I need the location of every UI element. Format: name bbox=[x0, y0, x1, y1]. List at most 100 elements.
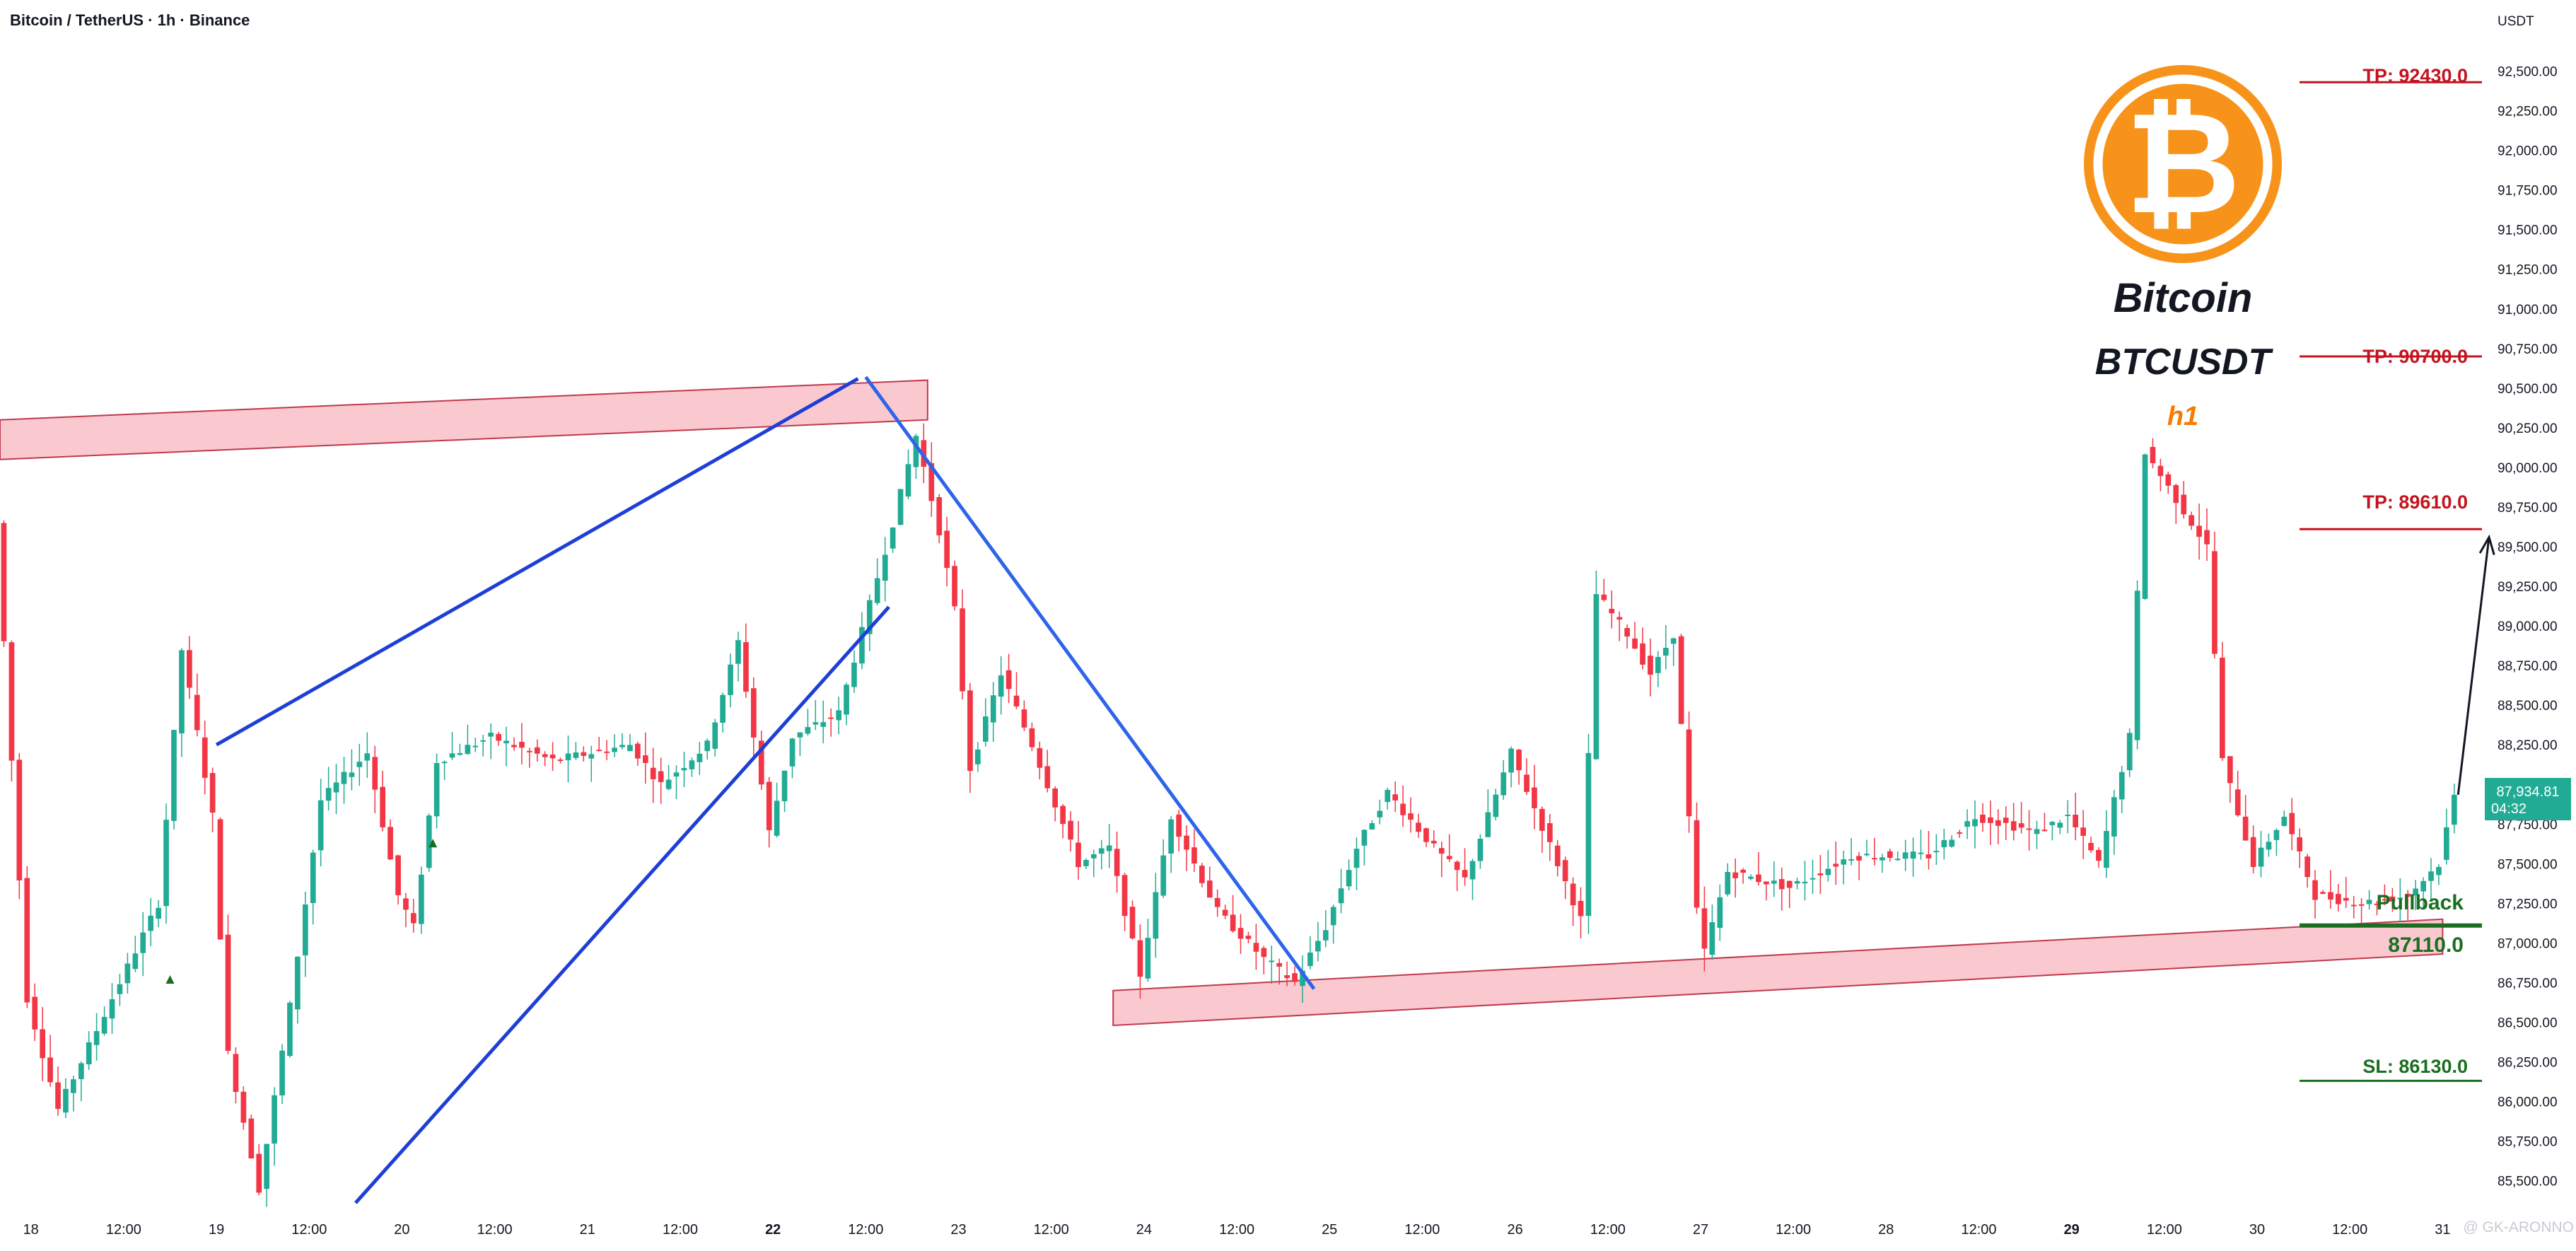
candle bbox=[1284, 961, 1290, 987]
candle-body bbox=[836, 710, 841, 721]
candle bbox=[2389, 888, 2396, 912]
candle-body bbox=[2165, 474, 2172, 486]
y-axis[interactable]: 92,500.00 92,250.00 92,000.00 91,750.00 91,5… bbox=[2498, 65, 2558, 1189]
candle-body bbox=[549, 755, 556, 759]
candle-body bbox=[1825, 868, 1831, 875]
candle-body bbox=[1446, 856, 1452, 859]
x-tick-label: 12:00 bbox=[1219, 1222, 1254, 1238]
candle-body bbox=[1694, 820, 1700, 908]
candle bbox=[1129, 900, 1136, 940]
candle bbox=[2436, 863, 2442, 885]
candle bbox=[1477, 834, 1484, 869]
candle-body bbox=[2320, 892, 2326, 894]
candle bbox=[2444, 808, 2449, 865]
candle bbox=[1400, 785, 1406, 827]
candle-body bbox=[1655, 657, 1661, 673]
candle bbox=[433, 753, 440, 829]
candle bbox=[2220, 641, 2225, 761]
y-tick-label: 91,000.00 bbox=[2498, 303, 2558, 318]
candle bbox=[209, 767, 216, 832]
candle bbox=[2080, 810, 2086, 859]
candle-body bbox=[1230, 914, 1236, 931]
candle bbox=[1029, 722, 1035, 752]
candle-body bbox=[310, 852, 316, 903]
candle-body bbox=[967, 690, 973, 772]
candle-body bbox=[117, 984, 123, 994]
candle bbox=[202, 721, 208, 795]
candle-body bbox=[2358, 904, 2365, 906]
candle bbox=[1562, 856, 1568, 900]
candle bbox=[812, 699, 819, 731]
candle bbox=[86, 1031, 92, 1070]
candle bbox=[1748, 874, 1754, 880]
candle bbox=[256, 1144, 262, 1196]
candle-body bbox=[2452, 794, 2457, 825]
candle-body bbox=[225, 934, 231, 1051]
candle-body bbox=[240, 1091, 247, 1123]
candle-body bbox=[1261, 948, 1267, 958]
candle-body bbox=[1176, 814, 1182, 837]
sl-label: SL: 86130.0 bbox=[2362, 1056, 2468, 1077]
candle bbox=[936, 494, 943, 544]
candle-body bbox=[1887, 851, 1893, 858]
candle-body bbox=[2104, 831, 2109, 868]
candle bbox=[1670, 637, 1677, 666]
candle bbox=[1894, 851, 1901, 861]
candle bbox=[1377, 799, 1383, 825]
candle bbox=[1214, 889, 1220, 917]
candle bbox=[781, 770, 788, 813]
candle-body bbox=[1462, 870, 1468, 878]
candle bbox=[279, 1044, 285, 1105]
candle-body bbox=[913, 436, 919, 467]
candle bbox=[1098, 839, 1105, 870]
candle-body bbox=[867, 600, 873, 634]
candle bbox=[1446, 834, 1452, 862]
candle-body bbox=[635, 743, 641, 759]
candle bbox=[1972, 800, 1978, 849]
candle bbox=[828, 708, 834, 737]
candle bbox=[805, 709, 811, 736]
candle bbox=[1740, 868, 1746, 884]
candle bbox=[325, 767, 332, 811]
y-tick-label: 85,750.00 bbox=[2498, 1135, 2558, 1150]
candle bbox=[2096, 847, 2102, 868]
candle-body bbox=[341, 772, 347, 784]
candle-body bbox=[303, 904, 308, 955]
candle bbox=[2041, 813, 2048, 832]
candle bbox=[1988, 801, 1993, 845]
candle-body bbox=[132, 953, 139, 970]
candle-body bbox=[480, 740, 486, 742]
candle-body bbox=[2010, 821, 2017, 831]
candle bbox=[1245, 931, 1252, 943]
candle bbox=[2227, 756, 2233, 803]
candle bbox=[1995, 809, 2001, 844]
candle bbox=[2010, 803, 2017, 841]
candle bbox=[1176, 810, 1182, 851]
x-tick-label: 20 bbox=[394, 1222, 409, 1238]
y-tick-label: 92,250.00 bbox=[2498, 105, 2558, 120]
candle bbox=[1408, 797, 1414, 833]
candle bbox=[2150, 438, 2156, 469]
candle bbox=[1516, 749, 1522, 785]
candle bbox=[411, 899, 416, 933]
x-tick-label: 22 bbox=[765, 1222, 781, 1238]
candle-body bbox=[2444, 827, 2449, 860]
candle-body bbox=[2088, 842, 2094, 851]
candle-body bbox=[449, 753, 455, 758]
candle-body bbox=[2389, 896, 2396, 902]
candle-body bbox=[403, 898, 409, 910]
candle-body bbox=[356, 762, 363, 767]
candle-body bbox=[1346, 870, 1352, 887]
projection-arrow bbox=[2456, 537, 2490, 796]
candle bbox=[712, 718, 718, 757]
x-axis[interactable]: 18 12:00 19 12:00 20 12:00 21 12:00 22 12:00 23 12:… bbox=[23, 1222, 2451, 1238]
candle bbox=[1918, 830, 1924, 860]
candle-body bbox=[2111, 797, 2117, 837]
candle-body bbox=[1764, 881, 1769, 885]
candle bbox=[549, 742, 556, 772]
candle-body bbox=[1431, 840, 1437, 844]
candle-body bbox=[2366, 900, 2372, 904]
candle-body bbox=[387, 827, 393, 860]
x-tick-label: 26 bbox=[1507, 1222, 1522, 1238]
